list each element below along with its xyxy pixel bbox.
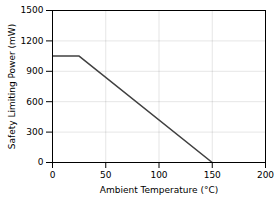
svg-text:Ambient Temperature (°C): Ambient Temperature (°C) bbox=[100, 185, 218, 195]
svg-text:100: 100 bbox=[150, 170, 167, 180]
svg-text:900: 900 bbox=[26, 66, 43, 76]
svg-text:150: 150 bbox=[204, 170, 221, 180]
svg-text:50: 50 bbox=[100, 170, 112, 180]
svg-text:Safety Limiting Power (mW): Safety Limiting Power (mW) bbox=[7, 24, 17, 150]
svg-text:0: 0 bbox=[50, 170, 56, 180]
svg-text:1500: 1500 bbox=[21, 5, 44, 15]
svg-text:1200: 1200 bbox=[21, 36, 44, 46]
svg-text:200: 200 bbox=[257, 170, 274, 180]
svg-text:0: 0 bbox=[38, 157, 44, 167]
svg-text:300: 300 bbox=[26, 127, 43, 137]
svg-text:600: 600 bbox=[26, 97, 43, 107]
